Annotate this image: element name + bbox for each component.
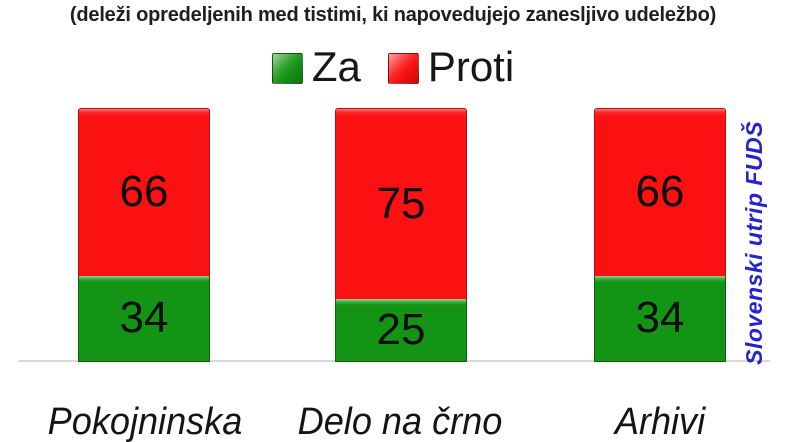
- za-swatch-icon: [271, 53, 303, 84]
- za-segment: 34: [78, 275, 210, 362]
- proti-segment: 66: [78, 108, 210, 276]
- proti-segment: 66: [594, 108, 726, 276]
- category-label-arhivi: Arhivi: [614, 401, 706, 442]
- proti-segment: 75: [335, 108, 467, 299]
- stacked-bar-delo-na-crno: 75 25: [335, 108, 467, 362]
- legend: Za Proti: [0, 44, 786, 90]
- plot-area: 66 34 75 25 66 34: [0, 108, 786, 362]
- legend-label-za: Za: [311, 43, 361, 90]
- za-value-label: 34: [635, 293, 685, 343]
- stacked-bar-arhivi: 66 34: [594, 108, 726, 362]
- za-value-label: 34: [119, 293, 169, 343]
- watermark-slovenski-utrip: Slovenski utrip FUDŠ: [741, 121, 767, 365]
- proti-value-label: 75: [376, 178, 426, 228]
- chart-title: (deleži opredeljenih med tistimi, ki nap…: [69, 4, 717, 26]
- legend-item-za: Za: [271, 43, 361, 90]
- stacked-bar-pokojninska: 66 34: [78, 108, 210, 362]
- proti-value-label: 66: [119, 167, 169, 217]
- legend-item-proti: Proti: [387, 43, 515, 90]
- za-segment: 34: [594, 275, 726, 362]
- proti-swatch-icon: [387, 53, 419, 84]
- za-value-label: 25: [376, 304, 426, 354]
- legend-label-proti: Proti: [427, 43, 515, 90]
- proti-value-label: 66: [635, 167, 685, 217]
- za-segment: 25: [335, 298, 467, 362]
- category-label-delo-na-crno: Delo na črno: [297, 401, 503, 442]
- category-label-pokojninska: Pokojninska: [47, 401, 243, 442]
